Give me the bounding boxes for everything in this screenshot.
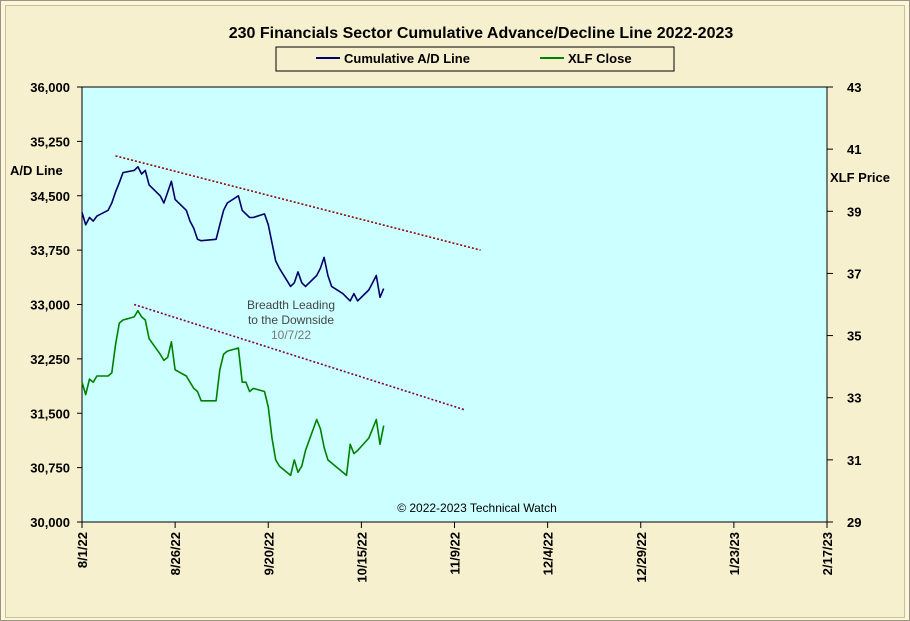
- y-left-tick-label: 35,250: [30, 134, 70, 149]
- y-axis-right: 29 31 33 35 37 39 41 43: [827, 80, 861, 530]
- x-tick-label: 1/23/23: [727, 532, 742, 575]
- annotation: Breadth Leading to the Downside 10/7/22: [247, 298, 335, 342]
- x-axis: 8/1/22 8/26/22 9/20/22 10/15/22 11/9/22 12/4/…: [75, 522, 835, 583]
- annotation-line-1: Breadth Leading: [247, 298, 335, 312]
- x-tick-label: 8/26/22: [168, 532, 183, 575]
- y-right-tick-label: 39: [847, 204, 861, 219]
- y-axis-label-left: A/D Line: [10, 163, 63, 178]
- y-left-tick-label: 31,500: [30, 406, 70, 421]
- y-left-tick-label: 33,750: [30, 243, 70, 258]
- chart-title: 230 Financials Sector Cumulative Advance…: [229, 25, 734, 42]
- y-right-tick-label: 33: [847, 391, 861, 406]
- x-tick-label: 11/9/22: [448, 532, 463, 575]
- plot-area: [81, 86, 828, 523]
- legend-box: [275, 46, 675, 72]
- legend-label-ad-line: Cumulative A/D Line: [344, 51, 470, 66]
- series-lines: [81, 166, 385, 477]
- annotation-line-2: to the Downside: [248, 313, 334, 327]
- y-left-tick-label: 30,750: [30, 461, 70, 476]
- x-tick-label: 8/1/22: [75, 532, 90, 568]
- legend: Cumulative A/D Line XLF Close: [275, 46, 675, 72]
- y-right-tick-label: 35: [847, 329, 861, 344]
- trendlines: [115, 155, 481, 411]
- x-tick-label: 10/15/22: [354, 532, 369, 583]
- y-right-tick-label: 29: [847, 515, 861, 530]
- x-tick-label: 12/29/22: [634, 532, 649, 583]
- y-left-tick-label: 36,000: [30, 80, 70, 95]
- y-axis-left: 30,000 30,750 31,500 32,250 33,000 33,750 34,5…: [30, 80, 82, 530]
- y-right-tick-label: 43: [847, 80, 861, 95]
- y-left-tick-label: 33,000: [30, 298, 70, 313]
- legend-label-xlf: XLF Close: [568, 51, 632, 66]
- x-tick-label: 9/20/22: [261, 532, 276, 575]
- x-tick-label: 2/17/23: [820, 532, 835, 575]
- y-right-tick-label: 37: [847, 266, 861, 281]
- x-tick-label: 12/4/22: [541, 532, 556, 575]
- trendline-xlf: [133, 303, 466, 411]
- y-right-tick-label: 31: [847, 453, 861, 468]
- y-right-tick-label: 41: [847, 142, 861, 157]
- trendline-ad-line: [115, 155, 481, 251]
- y-left-tick-label: 32,250: [30, 352, 70, 367]
- y-left-tick-label: 34,500: [30, 189, 70, 204]
- series-line-xlf-close: [81, 309, 385, 477]
- series-line-ad-line: [81, 166, 385, 302]
- y-left-tick-label: 30,000: [30, 515, 70, 530]
- copyright-text: © 2022-2023 Technical Watch: [397, 501, 557, 515]
- annotation-line-3: 10/7/22: [271, 328, 311, 342]
- y-axis-label-right: XLF Price: [830, 170, 890, 185]
